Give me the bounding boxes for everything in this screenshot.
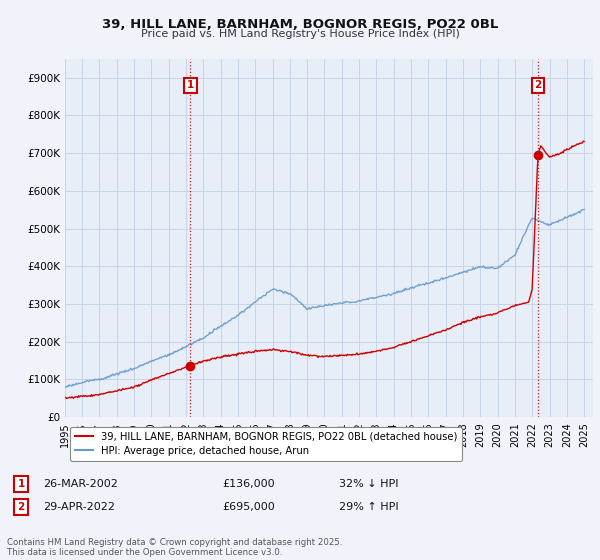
Text: 2: 2 bbox=[534, 80, 542, 90]
Text: 2: 2 bbox=[17, 502, 25, 512]
Text: 39, HILL LANE, BARNHAM, BOGNOR REGIS, PO22 0BL: 39, HILL LANE, BARNHAM, BOGNOR REGIS, PO… bbox=[102, 18, 498, 31]
Text: Price paid vs. HM Land Registry's House Price Index (HPI): Price paid vs. HM Land Registry's House … bbox=[140, 29, 460, 39]
Text: Contains HM Land Registry data © Crown copyright and database right 2025.
This d: Contains HM Land Registry data © Crown c… bbox=[7, 538, 343, 557]
Text: 26-MAR-2002: 26-MAR-2002 bbox=[43, 479, 118, 489]
Text: 32% ↓ HPI: 32% ↓ HPI bbox=[339, 479, 398, 489]
Text: 29% ↑ HPI: 29% ↑ HPI bbox=[339, 502, 398, 512]
Text: 1: 1 bbox=[17, 479, 25, 489]
Text: 1: 1 bbox=[187, 80, 194, 90]
Text: 29-APR-2022: 29-APR-2022 bbox=[43, 502, 115, 512]
Text: £136,000: £136,000 bbox=[222, 479, 275, 489]
Legend: 39, HILL LANE, BARNHAM, BOGNOR REGIS, PO22 0BL (detached house), HPI: Average pr: 39, HILL LANE, BARNHAM, BOGNOR REGIS, PO… bbox=[70, 427, 462, 461]
Text: £695,000: £695,000 bbox=[222, 502, 275, 512]
